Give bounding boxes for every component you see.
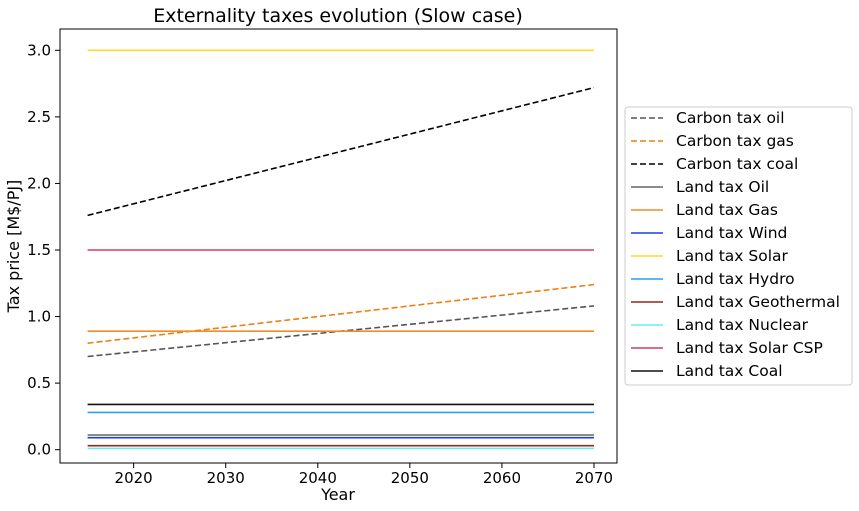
x-axis: 2020 2030 2040 2050 2060 2070 bbox=[115, 463, 613, 487]
y-tick-label: 1.5 bbox=[27, 241, 51, 259]
legend-label: Carbon tax coal bbox=[676, 155, 798, 173]
data-lines bbox=[87, 49, 595, 450]
legend-label: Land tax Gas bbox=[676, 201, 778, 219]
legend-label: Carbon tax oil bbox=[676, 109, 785, 127]
x-tick-label: 2060 bbox=[483, 469, 521, 487]
y-tick-label: 2.5 bbox=[27, 108, 51, 126]
series-line-carbon-tax-gas bbox=[87, 283, 595, 344]
legend-label: Land tax Geothermal bbox=[676, 293, 840, 311]
legend-label: Land tax Nuclear bbox=[676, 316, 809, 334]
legend-label: Land tax Coal bbox=[676, 362, 783, 380]
plot-area bbox=[59, 28, 618, 464]
legend: Carbon tax oil Carbon tax gas Carbon tax c… bbox=[624, 106, 853, 386]
legend-label: Land tax Hydro bbox=[676, 270, 795, 288]
legend-label: Carbon tax gas bbox=[676, 132, 794, 150]
series-line-carbon-tax-coal bbox=[87, 86, 595, 217]
y-tick-label: 0.5 bbox=[27, 374, 51, 392]
y-axis: 0.0 0.5 1.0 1.5 2.0 2.5 3.0 bbox=[27, 41, 60, 459]
legend-frame bbox=[624, 106, 853, 386]
x-tick-label: 2020 bbox=[115, 469, 153, 487]
x-tick-label: 2070 bbox=[575, 469, 613, 487]
legend-label: Land tax Oil bbox=[676, 178, 769, 196]
chart-title: Externality taxes evolution (Slow case) bbox=[153, 5, 523, 27]
x-tick-label: 2050 bbox=[391, 469, 429, 487]
y-tick-label: 3.0 bbox=[27, 41, 51, 59]
legend-label: Land tax Wind bbox=[676, 224, 787, 242]
y-tick-label: 1.0 bbox=[27, 308, 51, 326]
x-tick-label: 2030 bbox=[207, 469, 245, 487]
x-tick-label: 2040 bbox=[299, 469, 337, 487]
y-axis-label: Tax price [M$/PJ] bbox=[4, 180, 23, 314]
x-axis-label: Year bbox=[320, 485, 355, 504]
legend-label: Land tax Solar CSP bbox=[676, 339, 823, 357]
y-tick-label: 0.0 bbox=[27, 441, 51, 459]
legend-label: Land tax Solar bbox=[676, 247, 789, 265]
y-tick-label: 2.0 bbox=[27, 174, 51, 192]
